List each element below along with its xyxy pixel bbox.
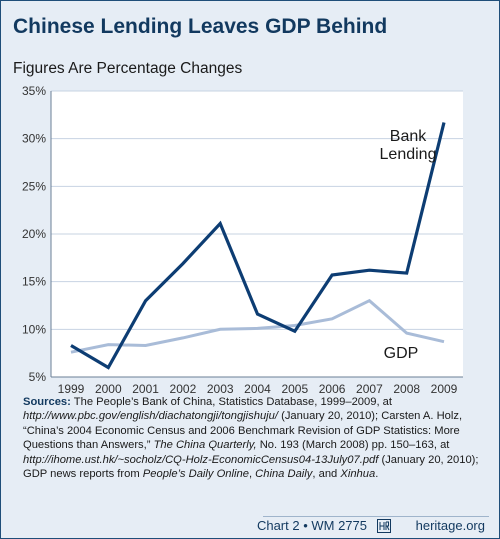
gdp-label: GDP xyxy=(384,345,419,362)
x-tick-label: 1999 xyxy=(58,382,85,396)
x-tick-labels: 1999 2000 2001 2002 2003 2004 2005 2006 2007 2008… xyxy=(58,382,458,396)
sources-segment: Xinhua xyxy=(340,468,376,481)
sources-body: The People’s Bank of China, Statistics D… xyxy=(23,396,479,480)
x-tick-label: 2006 xyxy=(319,382,346,396)
y-tick-label: 5% xyxy=(29,370,47,384)
heritage-logo-icon xyxy=(377,519,391,533)
bank-lending-label: Lending xyxy=(380,146,437,163)
grid-lines xyxy=(50,90,463,378)
x-tick-label: 2007 xyxy=(356,382,383,396)
y-tick-labels: 5% 10% 15% 20% 25% 30% 35% xyxy=(22,84,46,384)
x-tick-label: 2000 xyxy=(95,382,122,396)
sources-segment: , xyxy=(248,468,256,481)
gdp-line xyxy=(70,298,445,354)
bank-lending-label: Bank xyxy=(390,128,427,145)
sources-segment: The China Quarterly, xyxy=(153,439,257,452)
y-tick-label: 10% xyxy=(22,322,46,336)
x-tick-label: 2009 xyxy=(431,382,458,396)
sources-segment: . xyxy=(375,468,379,481)
sources-segment: (January 20, 2010); Carsten A. Holz, “Ch… xyxy=(23,410,463,452)
y-tick-label: 20% xyxy=(22,227,46,241)
chart-subtitle: Figures Are Percentage Changes xyxy=(13,60,243,77)
sources-segment: People’s Daily Online xyxy=(142,468,249,481)
chart-id: Chart 2 • WM 2775 xyxy=(256,518,367,533)
sources-segment: China Daily xyxy=(255,468,313,481)
sources-segment: No. 193 (March 2008) pp. 150–163, at xyxy=(256,439,450,452)
footer-divider xyxy=(263,516,489,517)
sources-segment: The People’s Bank of China, Statistics D… xyxy=(70,396,393,408)
sources-label: Sources: xyxy=(23,396,71,408)
footer: Chart 2 • WM 2775 heritage.org xyxy=(1,510,499,538)
chart-title: Chinese Lending Leaves GDP Behind xyxy=(13,15,388,38)
sources-segment: , and xyxy=(312,468,341,481)
x-tick-label: 2001 xyxy=(132,382,159,396)
sources-segment: (January 20, 2010); GDP news reports fro… xyxy=(23,453,479,481)
x-tick-label: 2008 xyxy=(393,382,420,396)
site-link[interactable]: heritage.org xyxy=(415,518,485,533)
x-tick-label: 2004 xyxy=(244,382,271,396)
sources-note: Sources: The People’s Bank of China, Sta… xyxy=(23,395,485,481)
line-chart: 5% 10% 15% 20% 25% 30% 35% 1999 2000 2001 2002 200… xyxy=(22,84,463,396)
sources-segment: http://www.pbc.gov/english/diachatongji/… xyxy=(23,410,278,423)
y-tick-label: 25% xyxy=(22,179,46,193)
y-tick-label: 15% xyxy=(22,275,46,289)
y-tick-label: 30% xyxy=(22,132,46,146)
bank-lending-line xyxy=(70,122,446,370)
x-tick-label: 2003 xyxy=(207,382,234,396)
x-tick-label: 2002 xyxy=(170,382,197,396)
x-tick-label: 2005 xyxy=(281,382,308,396)
y-tick-label: 35% xyxy=(22,84,46,98)
series-lines xyxy=(70,122,446,370)
sources-segment: http://ihome.ust.hk/~socholz/CQ-Holz-Eco… xyxy=(23,453,379,466)
